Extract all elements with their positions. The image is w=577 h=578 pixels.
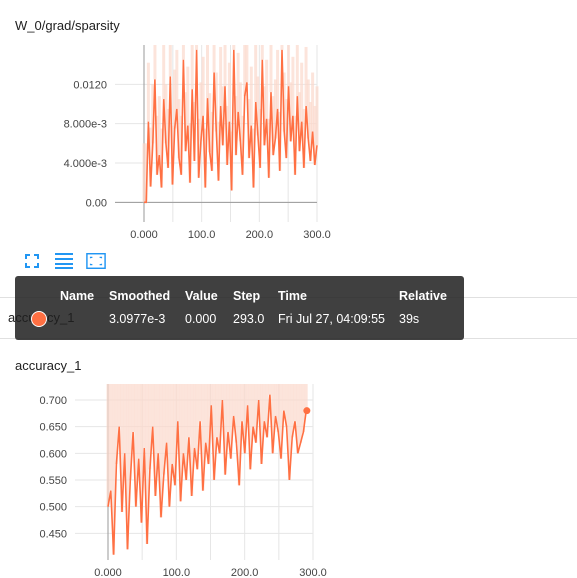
y-tick-label: 0.0120: [73, 79, 107, 91]
chart-toolbar: [22, 251, 106, 271]
x-tick-label: 100.0: [188, 229, 216, 241]
x-tick-label: 100.0: [163, 567, 191, 578]
chart-title: accuracy_1: [15, 358, 82, 373]
fit-domain-icon[interactable]: [86, 251, 106, 271]
series-color-swatch: [31, 311, 47, 327]
x-tick-label: 0.000: [130, 229, 158, 241]
y-tick-label: 8.000e-3: [64, 119, 107, 131]
tooltip-header-value: Value: [185, 289, 218, 303]
list-icon[interactable]: [54, 251, 74, 271]
x-tick-label: 200.0: [231, 567, 259, 578]
tooltip-relative: 39s: [399, 312, 420, 326]
tooltip-header-step: Step: [233, 289, 261, 303]
sparsity-chart[interactable]: 0.00 4.000e-3 8.000e-3 0.0120 0.000 100.0 200.…: [0, 0, 577, 250]
expand-icon[interactable]: [22, 251, 42, 271]
y-tick-label: 0.450: [39, 528, 67, 540]
y-tick-label: 0.650: [39, 422, 67, 434]
tooltip-time: Fri Jul 27, 04:09:55: [278, 312, 386, 326]
data-point: [303, 407, 311, 415]
x-tick-label: 300.0: [299, 567, 327, 578]
chart-tooltip: Name Smoothed Value Step Time Relative 3…: [15, 276, 464, 340]
tooltip-header-time: Time: [278, 289, 307, 303]
tooltip-smoothed: 3.0977e-3: [109, 312, 166, 326]
y-tick-label: 0.600: [39, 448, 67, 460]
chart-title: W_0/grad/sparsity: [15, 18, 120, 33]
x-tick-label: 0.000: [94, 567, 122, 578]
y-tick-label: 0.500: [39, 502, 67, 514]
y-tick-label: 0.700: [39, 395, 67, 407]
y-tick-label: 4.000e-3: [64, 158, 107, 170]
tooltip-step: 293.0: [233, 312, 265, 326]
x-tick-label: 200.0: [246, 229, 274, 241]
x-tick-label: 300.0: [303, 229, 331, 241]
tooltip-header-name: Name: [60, 289, 95, 303]
tooltip-header-relative: Relative: [399, 289, 447, 303]
y-tick-label: 0.00: [86, 197, 107, 209]
tooltip-header-smoothed: Smoothed: [109, 289, 171, 303]
tooltip-value: 0.000: [185, 312, 217, 326]
series-line: [144, 49, 318, 204]
series-line: [107, 394, 307, 555]
y-tick-label: 0.550: [39, 475, 67, 487]
